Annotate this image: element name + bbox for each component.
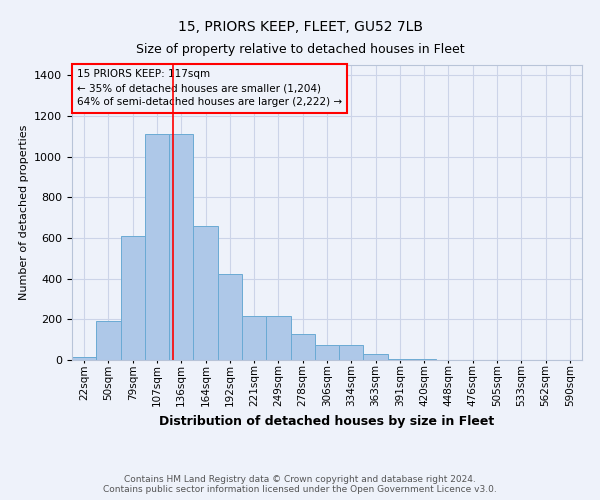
Bar — [266, 316, 290, 360]
Bar — [218, 274, 242, 360]
Bar — [339, 344, 364, 360]
Text: Contains HM Land Registry data © Crown copyright and database right 2024.: Contains HM Land Registry data © Crown c… — [124, 475, 476, 484]
Bar — [121, 236, 145, 360]
Text: 15 PRIORS KEEP: 117sqm
← 35% of detached houses are smaller (1,204)
64% of semi-: 15 PRIORS KEEP: 117sqm ← 35% of detached… — [77, 70, 342, 108]
Bar — [364, 354, 388, 360]
Text: Contains public sector information licensed under the Open Government Licence v3: Contains public sector information licen… — [103, 485, 497, 494]
Bar — [193, 226, 218, 360]
Bar — [72, 357, 96, 360]
Bar — [96, 322, 121, 360]
Bar — [145, 134, 169, 360]
Bar — [290, 334, 315, 360]
Bar — [412, 359, 436, 360]
Bar — [388, 359, 412, 360]
Y-axis label: Number of detached properties: Number of detached properties — [19, 125, 29, 300]
Bar — [242, 316, 266, 360]
Text: 15, PRIORS KEEP, FLEET, GU52 7LB: 15, PRIORS KEEP, FLEET, GU52 7LB — [178, 20, 422, 34]
Bar — [169, 134, 193, 360]
Bar — [315, 344, 339, 360]
X-axis label: Distribution of detached houses by size in Fleet: Distribution of detached houses by size … — [160, 414, 494, 428]
Text: Size of property relative to detached houses in Fleet: Size of property relative to detached ho… — [136, 42, 464, 56]
